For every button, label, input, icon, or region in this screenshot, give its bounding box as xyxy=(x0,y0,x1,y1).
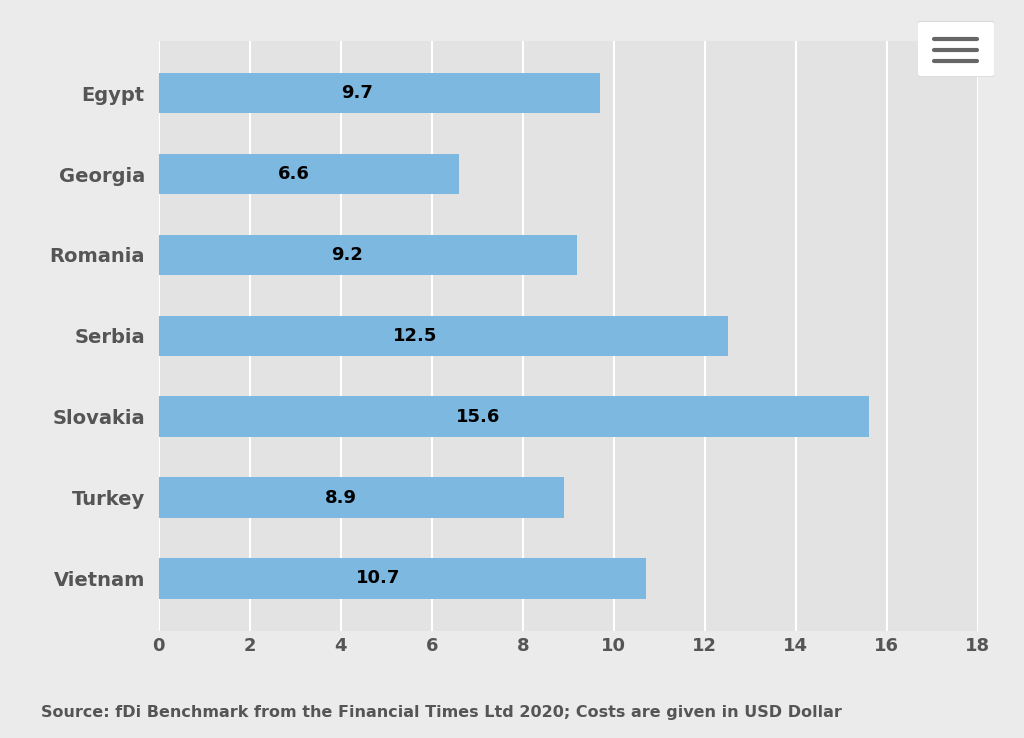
Text: 6.6: 6.6 xyxy=(278,165,310,183)
Text: 15.6: 15.6 xyxy=(456,407,501,426)
Text: Source: fDi Benchmark from the Financial Times Ltd 2020; Costs are given in USD : Source: fDi Benchmark from the Financial… xyxy=(41,705,842,720)
Text: 12.5: 12.5 xyxy=(392,327,437,345)
Text: 8.9: 8.9 xyxy=(325,489,357,506)
Bar xyxy=(159,396,868,437)
Bar xyxy=(159,477,564,518)
Bar xyxy=(159,154,459,194)
Bar xyxy=(159,316,728,356)
Bar xyxy=(159,235,578,275)
FancyBboxPatch shape xyxy=(918,21,994,77)
Bar xyxy=(159,558,646,599)
Text: 9.7: 9.7 xyxy=(341,84,374,102)
Bar xyxy=(159,73,600,114)
Text: 9.2: 9.2 xyxy=(331,246,364,264)
Text: 10.7: 10.7 xyxy=(355,570,400,587)
